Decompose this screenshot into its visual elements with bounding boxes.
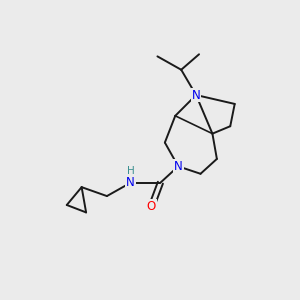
Text: O: O xyxy=(147,200,156,213)
Text: N: N xyxy=(174,160,183,173)
Text: H: H xyxy=(128,167,135,176)
Text: N: N xyxy=(126,176,135,189)
Text: N: N xyxy=(192,88,200,101)
